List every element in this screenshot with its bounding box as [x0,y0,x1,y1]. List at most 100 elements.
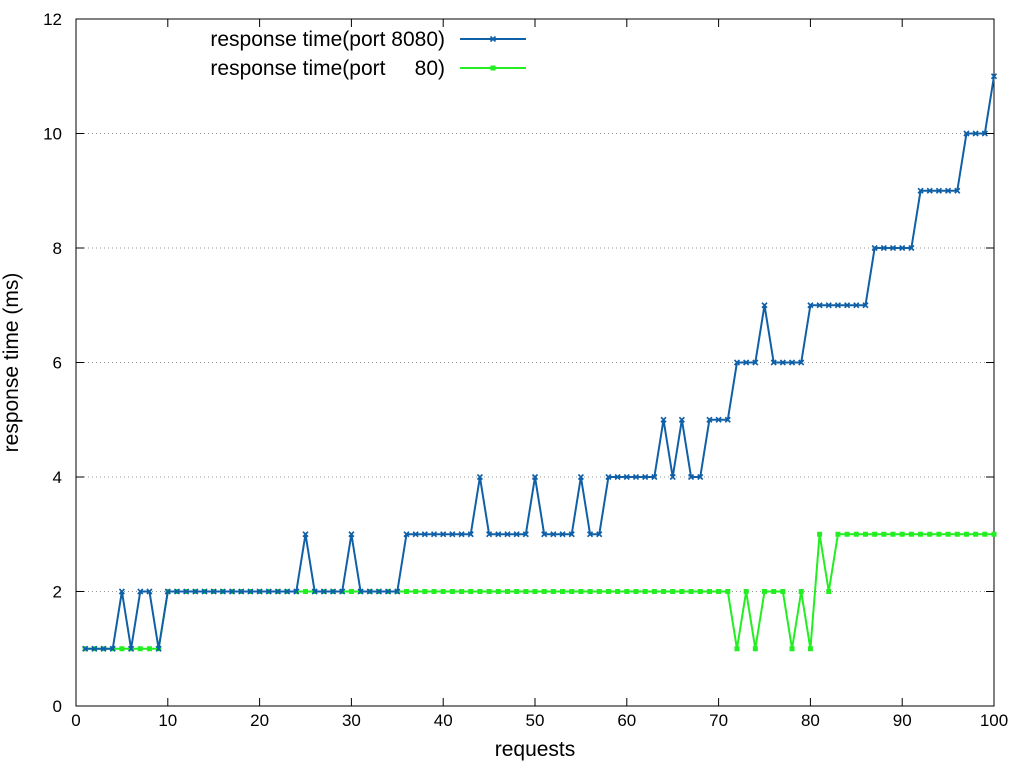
y-tick-label: 6 [53,354,62,373]
data-point [697,473,704,481]
data-point [642,473,649,481]
y-tick-label: 4 [53,468,62,487]
data-point [706,589,712,594]
data-point [678,416,685,423]
data-point [651,589,657,594]
data-point [632,473,640,481]
data-point [578,589,584,594]
data-point [413,589,419,594]
data-point [201,588,208,595]
data-point [927,531,933,537]
data-point [817,531,823,537]
data-point [587,589,593,594]
data-point [210,588,217,595]
data-point [394,588,401,595]
data-point [889,244,897,252]
data-point [669,473,676,481]
data-point [816,302,823,309]
data-point [431,589,437,594]
x-tick-label: 0 [71,711,80,730]
legend-marker-port-8080 [489,35,497,43]
data-point [467,531,474,538]
data-point [679,589,685,594]
data-point [192,588,199,595]
data-point [155,645,162,652]
data-point [624,589,630,594]
data-point [853,531,859,537]
grid-lines [76,133,994,592]
data-point [146,646,152,652]
data-point [403,589,409,594]
data-point [440,531,447,538]
legend: response time(port 8080) response time(p… [210,28,526,80]
data-point [752,359,759,366]
data-point [293,588,300,595]
data-point [779,359,786,366]
legend-label-port-80: response time(port 80) [210,57,445,80]
data-point [476,473,483,481]
data-point [357,588,364,595]
data-point [770,359,777,366]
data-point [504,589,510,594]
data-point [945,531,951,537]
x-tick-label: 60 [617,711,636,730]
data-point [945,187,952,194]
data-point [834,302,842,309]
y-tick-label: 0 [53,697,62,716]
data-point [798,589,804,594]
data-point [577,473,584,481]
legend-label-port-8080: response time(port 8080) [210,28,445,51]
data-point [642,589,648,594]
data-point [752,646,758,652]
data-point [532,589,538,594]
axis-ticks: 0 2 4 6 8 10 12 0 10 20 30 40 50 60 70 80 90 100 [43,10,1008,730]
data-point [449,589,455,594]
data-point [853,302,860,309]
data-point [715,416,722,423]
data-point [256,588,263,595]
data-point [118,588,125,595]
data-point [761,302,768,309]
data-point [541,589,547,594]
data-point [311,588,318,595]
data-point [936,531,942,537]
data-point [871,244,878,252]
data-point [348,589,354,594]
data-point [908,531,914,537]
x-tick-label: 100 [980,711,1008,730]
data-point [771,589,777,594]
data-point [486,589,492,594]
x-tick-label: 70 [709,711,728,730]
data-point [495,531,502,538]
x-tick-label: 90 [893,711,912,730]
data-point [513,531,520,538]
data-point [981,130,988,137]
data-point [320,588,327,595]
data-point [908,244,915,252]
legend-marker-port-80 [490,65,496,71]
data-point [935,187,942,194]
data-point [899,244,906,252]
data-point [303,589,308,594]
data-point [716,589,722,594]
data-point [459,589,465,594]
data-point [82,645,89,652]
data-point [366,588,373,595]
data-point [835,531,841,537]
data-point [449,531,456,538]
data-point [918,531,924,537]
data-point [724,416,731,423]
data-point [559,531,566,538]
data-point [440,589,446,594]
data-point [890,531,896,537]
data-point [963,130,970,137]
series-port-8080 [82,73,998,652]
data-point [228,588,236,595]
series-line [85,76,995,650]
data-point [596,589,602,594]
x-tick-label: 30 [342,711,361,730]
data-point [329,588,337,595]
data-point [788,359,796,366]
data-point [385,588,392,595]
data-point [688,589,694,594]
